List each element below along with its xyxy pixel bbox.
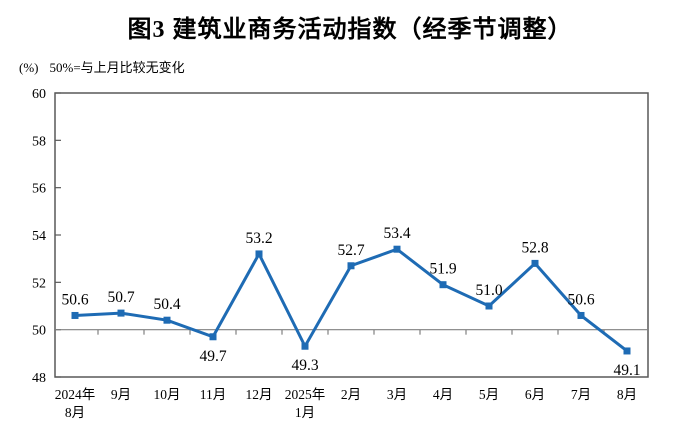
y-axis-label: 52 [32,276,46,291]
data-point-label: 50.6 [61,291,88,308]
data-point-marker [71,311,79,319]
data-point-marker [485,302,493,310]
x-axis-label: 2月 [341,387,361,402]
x-axis-label: 12月 [246,387,273,402]
data-point-label: 53.4 [383,225,410,242]
data-point-marker [255,250,263,258]
data-point-marker [439,281,447,289]
data-point-marker [531,259,539,267]
data-point-label: 51.0 [475,282,502,299]
data-point-label: 52.8 [521,239,548,256]
data-point-label: 50.7 [107,289,134,306]
data-point-label: 49.3 [291,357,318,374]
y-axis-label: 58 [32,134,46,149]
x-axis-label: 9月 [111,387,131,402]
data-point-label: 50.4 [153,296,180,313]
x-axis-label: 2025年 1月 [285,387,326,420]
x-axis-label: 11月 [200,387,227,402]
data-point-marker [209,333,217,341]
x-axis-label: 3月 [387,387,407,402]
y-axis-label: 60 [32,87,46,102]
data-point-marker [163,316,171,324]
data-point-marker [301,342,309,350]
y-axis-label: 56 [32,182,46,197]
x-axis-label: 7月 [571,387,591,402]
data-point-label: 49.1 [613,362,640,379]
data-point-marker [117,309,125,317]
x-axis-label: 10月 [154,387,181,402]
x-axis-label: 4月 [433,387,453,402]
reference-note: 50%=与上月比较无变化 [49,60,185,75]
data-point-marker [623,347,631,355]
data-point-marker [577,311,585,319]
data-point-label: 53.2 [245,230,272,247]
data-point-label: 49.7 [199,348,226,365]
x-axis-label: 5月 [479,387,499,402]
data-point-label: 51.9 [429,261,456,278]
y-axis-label: 50 [32,324,46,339]
chart-title: 图3 建筑业商务活动指数（经季节调整） [127,17,573,43]
x-axis-label: 8月 [617,387,637,402]
y-axis-label: 54 [32,229,46,244]
chart-subtitle: (%) 50%=与上月比较无变化 [19,57,185,76]
x-axis-label: 2024年 8月 [55,387,96,420]
x-axis-label: 6月 [525,387,545,402]
data-point-marker [347,262,355,270]
data-point-label: 52.7 [337,242,364,259]
data-point-marker [393,245,401,253]
data-point-label: 50.6 [567,291,594,308]
y-axis-label: 48 [32,371,46,386]
y-axis-unit-label: (%) [19,60,39,75]
